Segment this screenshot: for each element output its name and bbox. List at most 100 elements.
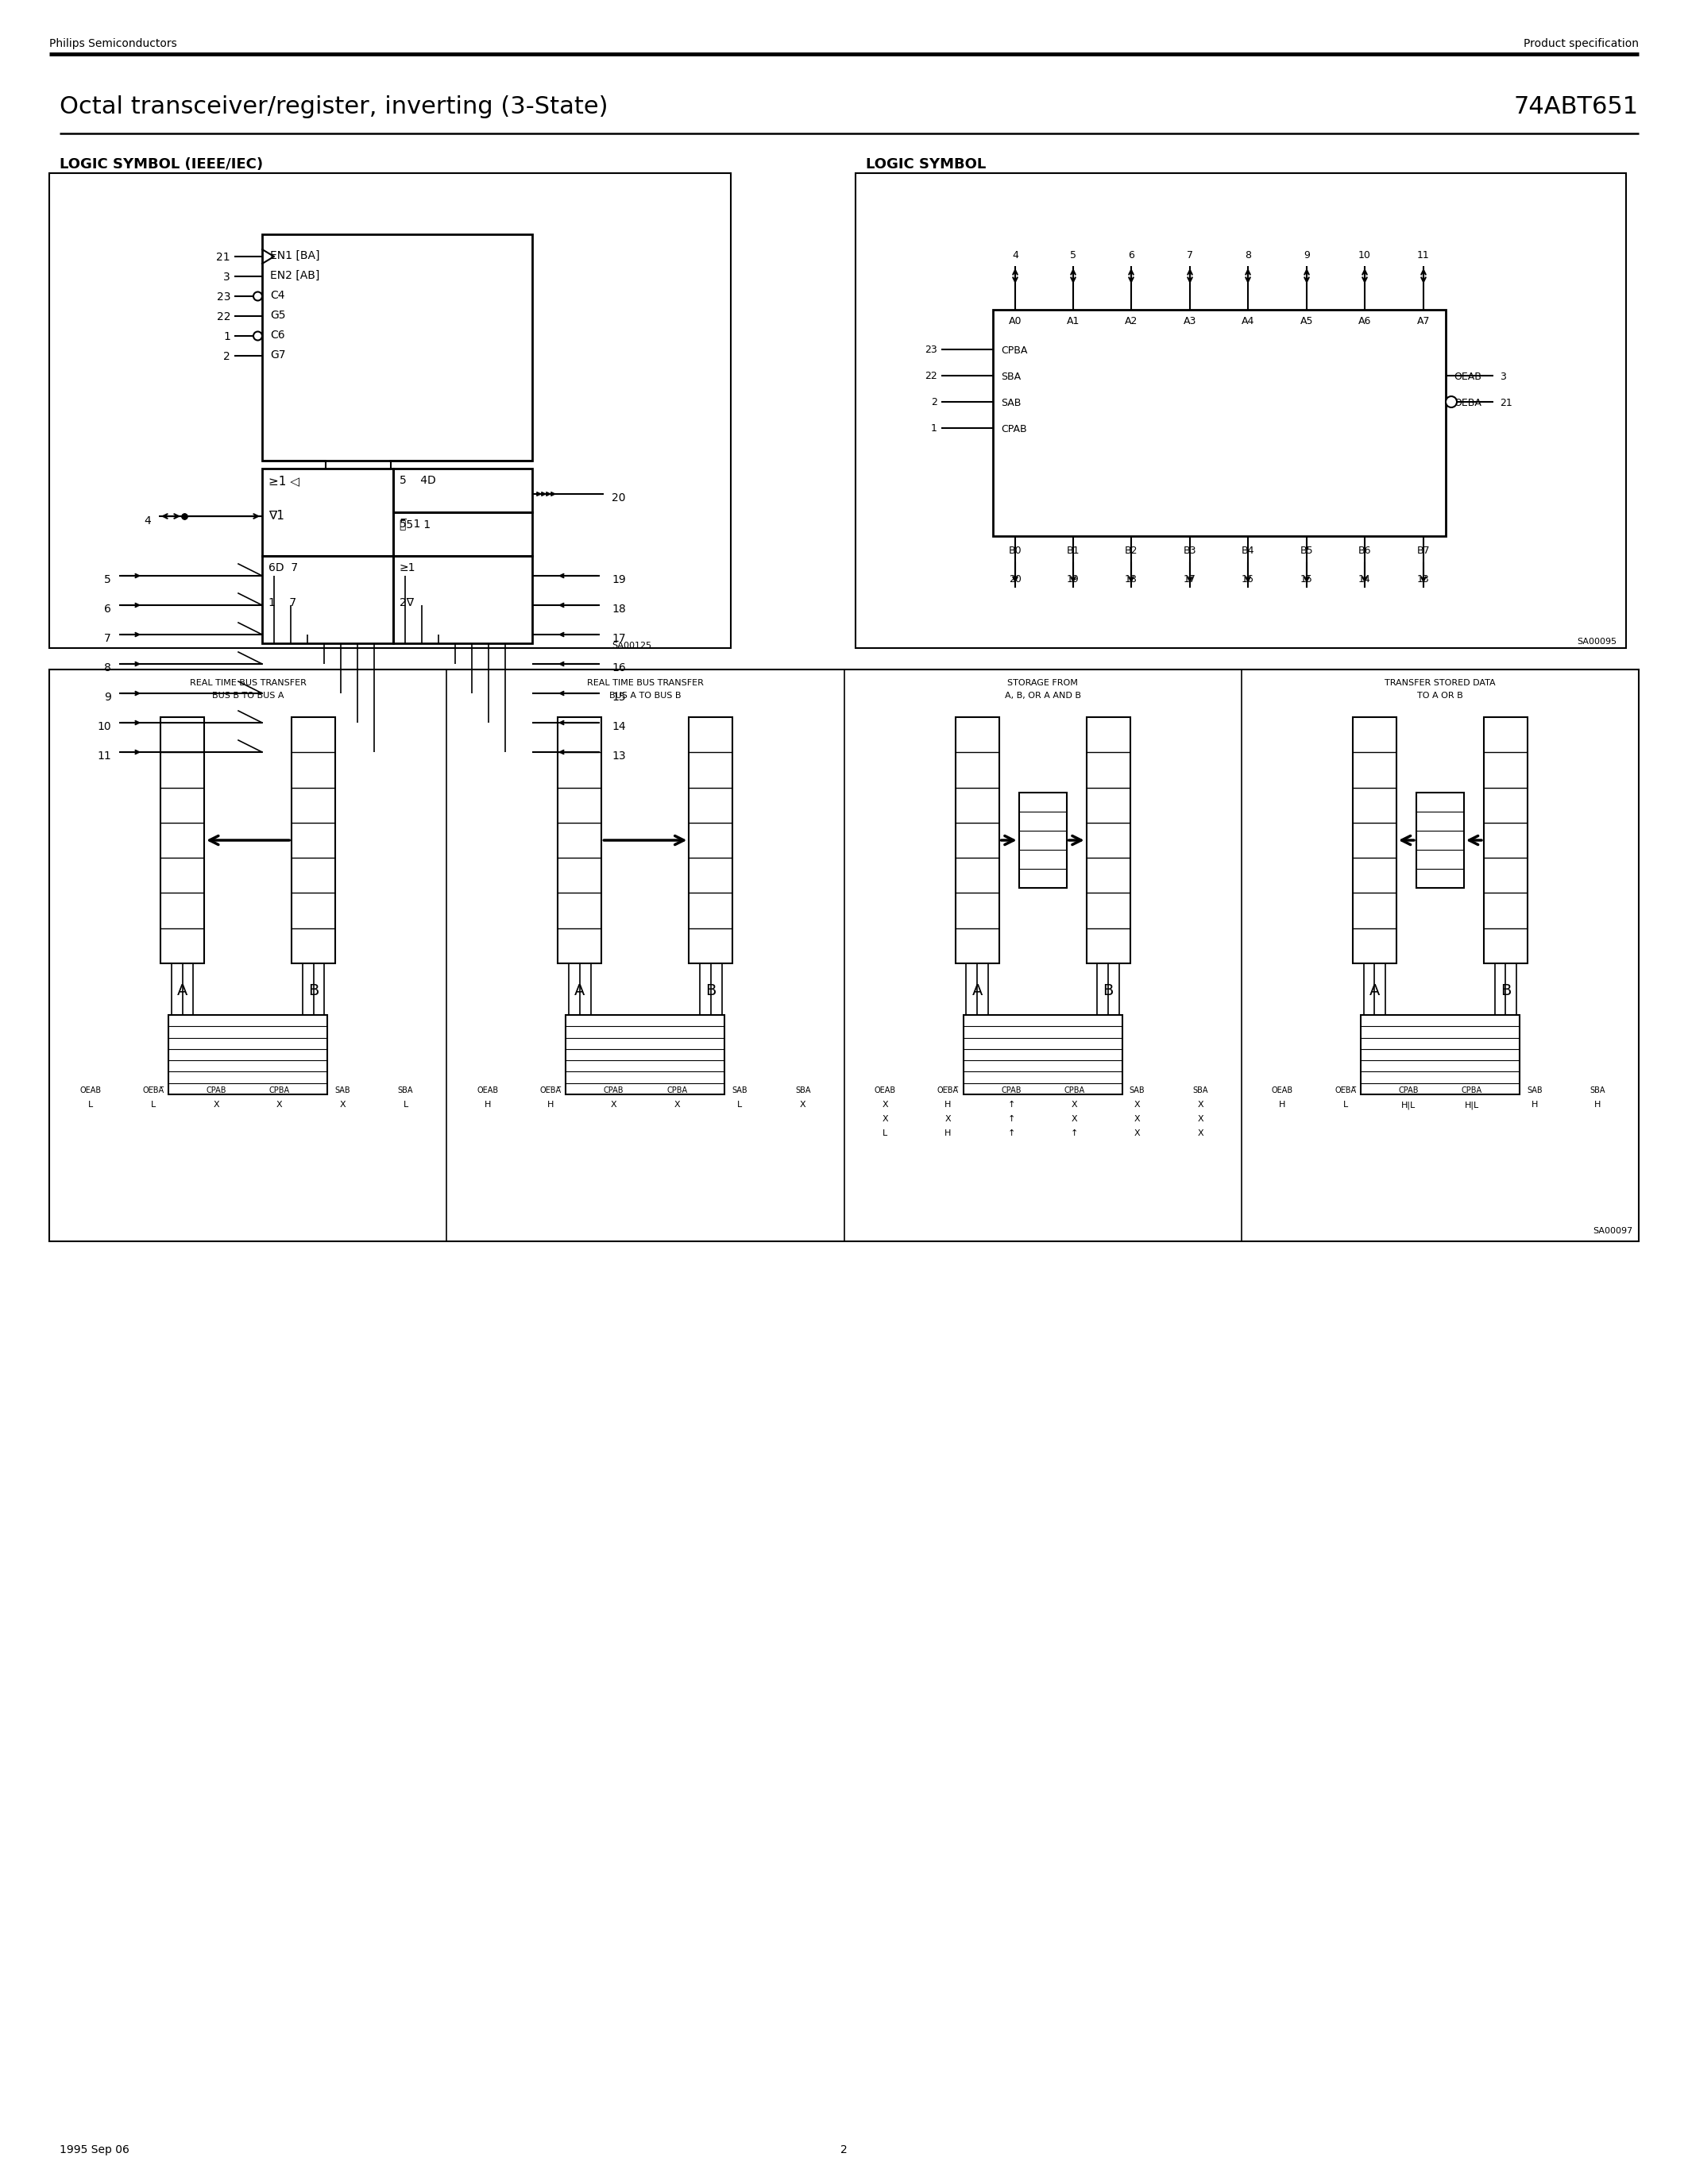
Text: B7: B7 — [1416, 546, 1430, 557]
Text: 6: 6 — [1128, 251, 1134, 260]
Bar — [1416, 793, 1463, 889]
Text: CPAB: CPAB — [1001, 1085, 1021, 1094]
Text: BUS A TO BUS B: BUS A TO BUS B — [609, 692, 682, 699]
Text: A4: A4 — [1241, 317, 1254, 325]
Bar — [262, 234, 532, 461]
Text: 17: 17 — [1183, 574, 1197, 585]
Text: 22: 22 — [925, 371, 937, 382]
Text: 2: 2 — [223, 352, 230, 363]
Text: EN1 [BA]: EN1 [BA] — [270, 251, 319, 262]
Text: A2: A2 — [1124, 317, 1138, 325]
Text: B2: B2 — [1124, 546, 1138, 557]
Text: OE̅BA̅: OE̅BA̅ — [142, 1085, 164, 1094]
Text: ↑: ↑ — [1008, 1101, 1014, 1109]
Text: 8: 8 — [1244, 251, 1251, 260]
Text: H: H — [484, 1101, 491, 1109]
Text: L: L — [1344, 1101, 1349, 1109]
Text: CPBA: CPBA — [1063, 1085, 1085, 1094]
Text: A3: A3 — [1183, 317, 1197, 325]
Text: 1995 Sep 06: 1995 Sep 06 — [59, 2145, 130, 2156]
Text: 14: 14 — [611, 721, 626, 732]
Text: B4: B4 — [1241, 546, 1254, 557]
Bar — [262, 557, 393, 644]
Text: B: B — [1102, 983, 1114, 998]
Text: 3: 3 — [223, 271, 230, 282]
Text: SAB: SAB — [334, 1085, 351, 1094]
Text: SA00095: SA00095 — [1577, 638, 1617, 646]
Text: X: X — [1134, 1101, 1141, 1109]
Text: 3: 3 — [1499, 371, 1506, 382]
Text: 14: 14 — [1359, 574, 1371, 585]
Text: 23: 23 — [216, 290, 230, 304]
Circle shape — [253, 293, 262, 301]
Text: 19: 19 — [611, 574, 626, 585]
Text: 2: 2 — [932, 397, 937, 408]
Text: CPAB: CPAB — [1398, 1085, 1418, 1094]
Text: H|L: H|L — [1465, 1101, 1479, 1109]
Text: REAL TIME BUS TRANSFER: REAL TIME BUS TRANSFER — [189, 679, 306, 688]
Text: 7: 7 — [1187, 251, 1193, 260]
Text: A: A — [574, 983, 586, 998]
Text: X: X — [674, 1101, 680, 1109]
Text: X: X — [213, 1101, 219, 1109]
Bar — [262, 470, 393, 557]
Text: H: H — [1280, 1101, 1286, 1109]
Text: OEAB: OEAB — [874, 1085, 896, 1094]
Text: X: X — [1072, 1116, 1077, 1123]
Text: Product specification: Product specification — [1524, 37, 1639, 50]
Text: CPAB: CPAB — [1001, 424, 1026, 435]
Text: SAB: SAB — [733, 1085, 748, 1094]
Text: SAB: SAB — [1129, 1085, 1144, 1094]
Text: SAB: SAB — [1528, 1085, 1543, 1094]
Text: 18: 18 — [611, 603, 626, 614]
Text: 9: 9 — [105, 692, 111, 703]
Text: OEAB: OEAB — [478, 1085, 498, 1094]
Text: B: B — [706, 983, 716, 998]
Text: 15: 15 — [611, 692, 626, 703]
Text: H: H — [945, 1129, 952, 1138]
Text: 10: 10 — [98, 721, 111, 732]
Text: 17: 17 — [611, 633, 626, 644]
Text: X: X — [945, 1116, 950, 1123]
Text: STORAGE FROM: STORAGE FROM — [1008, 679, 1079, 688]
Text: 20: 20 — [1009, 574, 1021, 585]
Bar — [559, 716, 601, 963]
Text: LOGIC SYMBOL (IEEE/IEC): LOGIC SYMBOL (IEEE/IEC) — [59, 157, 263, 173]
Text: L: L — [150, 1101, 155, 1109]
Text: CPAB: CPAB — [206, 1085, 226, 1094]
Text: 6D  7: 6D 7 — [268, 561, 299, 574]
Text: A7: A7 — [1416, 317, 1430, 325]
Text: 1: 1 — [932, 424, 937, 435]
Text: 4: 4 — [143, 515, 150, 526]
Text: ↑: ↑ — [1008, 1129, 1014, 1138]
Text: OEAB: OEAB — [1453, 371, 1482, 382]
Text: X: X — [1197, 1116, 1204, 1123]
Text: C4: C4 — [270, 290, 285, 301]
Text: SBA: SBA — [1590, 1085, 1605, 1094]
Text: 19: 19 — [1067, 574, 1079, 585]
Text: 7: 7 — [105, 633, 111, 644]
Text: 15: 15 — [1300, 574, 1313, 585]
Text: B5: B5 — [1300, 546, 1313, 557]
Text: OEBA: OEBA — [1453, 397, 1482, 408]
Text: X: X — [1134, 1116, 1141, 1123]
Text: 10: 10 — [1359, 251, 1371, 260]
Text: H: H — [1595, 1101, 1600, 1109]
Text: 1    7: 1 7 — [268, 596, 297, 609]
Bar — [49, 173, 731, 649]
Text: ≥1: ≥1 — [400, 561, 415, 574]
Text: A: A — [1369, 983, 1379, 998]
Bar — [393, 557, 532, 644]
Text: SA00125: SA00125 — [611, 642, 652, 649]
Text: G7: G7 — [270, 349, 285, 360]
Text: Octal transceiver/register, inverting (3-State): Octal transceiver/register, inverting (3… — [59, 96, 608, 118]
Text: A: A — [972, 983, 982, 998]
Text: 21: 21 — [1499, 397, 1512, 408]
Text: ↑: ↑ — [1070, 1129, 1079, 1138]
Bar — [1484, 716, 1528, 963]
Text: L: L — [403, 1101, 408, 1109]
Text: SBA: SBA — [795, 1085, 810, 1094]
Text: X: X — [800, 1101, 805, 1109]
Text: 20: 20 — [611, 491, 626, 505]
Bar — [565, 1016, 724, 1094]
